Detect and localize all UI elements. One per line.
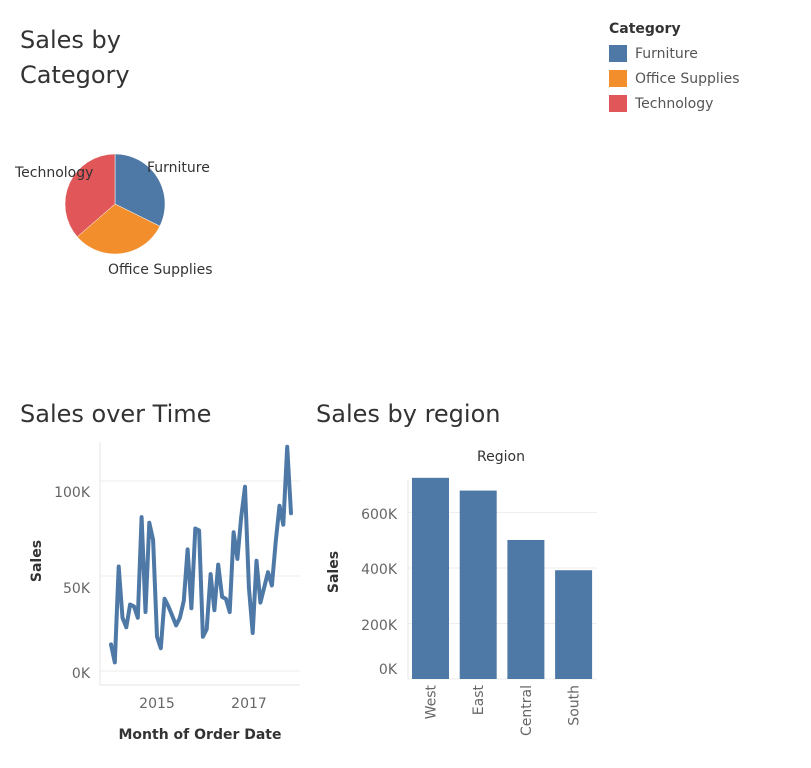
bar-south[interactable] bbox=[555, 570, 593, 679]
bar-xtick-south: South bbox=[567, 685, 583, 726]
pie-slice-technology[interactable] bbox=[64, 153, 116, 238]
line-ytick-0k: 0K bbox=[72, 666, 91, 682]
bar-xtick-central: Central bbox=[519, 685, 535, 736]
pie-chart: Technology Furniture Office Supplies bbox=[14, 153, 213, 278]
line-ytick-100k: 100K bbox=[54, 485, 91, 501]
bar-xtick-west: West bbox=[424, 684, 440, 719]
pie-label-furniture: Furniture bbox=[147, 160, 210, 176]
line-ylabel: Sales bbox=[29, 540, 45, 582]
bar-ytick-600k: 600K bbox=[361, 507, 398, 523]
bar-ytick-200k: 200K bbox=[361, 618, 398, 634]
legend-label-furniture: Furniture bbox=[635, 45, 698, 62]
category-title: Sales by Category bbox=[20, 23, 130, 93]
bar-xtick-east: East bbox=[471, 685, 487, 716]
line-xtick-2017: 2017 bbox=[231, 696, 267, 712]
pie-slice-office-supplies[interactable] bbox=[76, 203, 161, 255]
bar-east[interactable] bbox=[459, 490, 497, 679]
bar-chart: Region 600K 400K 200K 0K Sales West East C… bbox=[326, 449, 597, 736]
bar-west[interactable] bbox=[412, 477, 449, 679]
bar-header: Region bbox=[477, 449, 525, 465]
legend-label-technology: Technology bbox=[635, 95, 714, 112]
pie-slices bbox=[64, 153, 166, 255]
category-title-line2: Category bbox=[20, 61, 130, 89]
legend-items: Furniture Office Supplies Technology bbox=[609, 41, 740, 116]
pie-label-technology: Technology bbox=[14, 165, 93, 181]
line-xlabel: Month of Order Date bbox=[119, 727, 282, 743]
legend-item-technology[interactable]: Technology bbox=[609, 91, 740, 116]
bars bbox=[412, 477, 593, 679]
legend-label-office-supplies: Office Supplies bbox=[635, 70, 740, 87]
legend-item-furniture[interactable]: Furniture bbox=[609, 41, 740, 66]
line-ytick-50k: 50K bbox=[63, 581, 91, 597]
legend-item-office-supplies[interactable]: Office Supplies bbox=[609, 66, 740, 91]
category-legend: Category Furniture Office Supplies Techn… bbox=[609, 21, 740, 116]
line-xtick-2015: 2015 bbox=[139, 696, 175, 712]
bar-central[interactable] bbox=[507, 539, 545, 679]
legend-swatch-office-supplies bbox=[609, 70, 627, 87]
pie-slice-furniture[interactable] bbox=[114, 153, 166, 227]
time-title: Sales over Time bbox=[20, 400, 212, 428]
bar-x-ticks: West East Central South bbox=[424, 684, 583, 735]
legend-title: Category bbox=[609, 21, 681, 37]
category-title-line1: Sales by bbox=[20, 26, 121, 54]
bar-ytick-0k: 0K bbox=[379, 662, 398, 678]
line-chart: 100K 50K 0K 2015 2017 Month of Order Dat… bbox=[29, 442, 300, 743]
sales-line bbox=[109, 444, 293, 665]
region-title: Sales by region bbox=[316, 400, 501, 428]
legend-swatch-technology bbox=[609, 95, 627, 112]
bar-ytick-400k: 400K bbox=[361, 562, 398, 578]
bar-ylabel: Sales bbox=[326, 551, 342, 593]
pie-label-office-supplies: Office Supplies bbox=[108, 262, 213, 278]
legend-swatch-furniture bbox=[609, 45, 627, 62]
